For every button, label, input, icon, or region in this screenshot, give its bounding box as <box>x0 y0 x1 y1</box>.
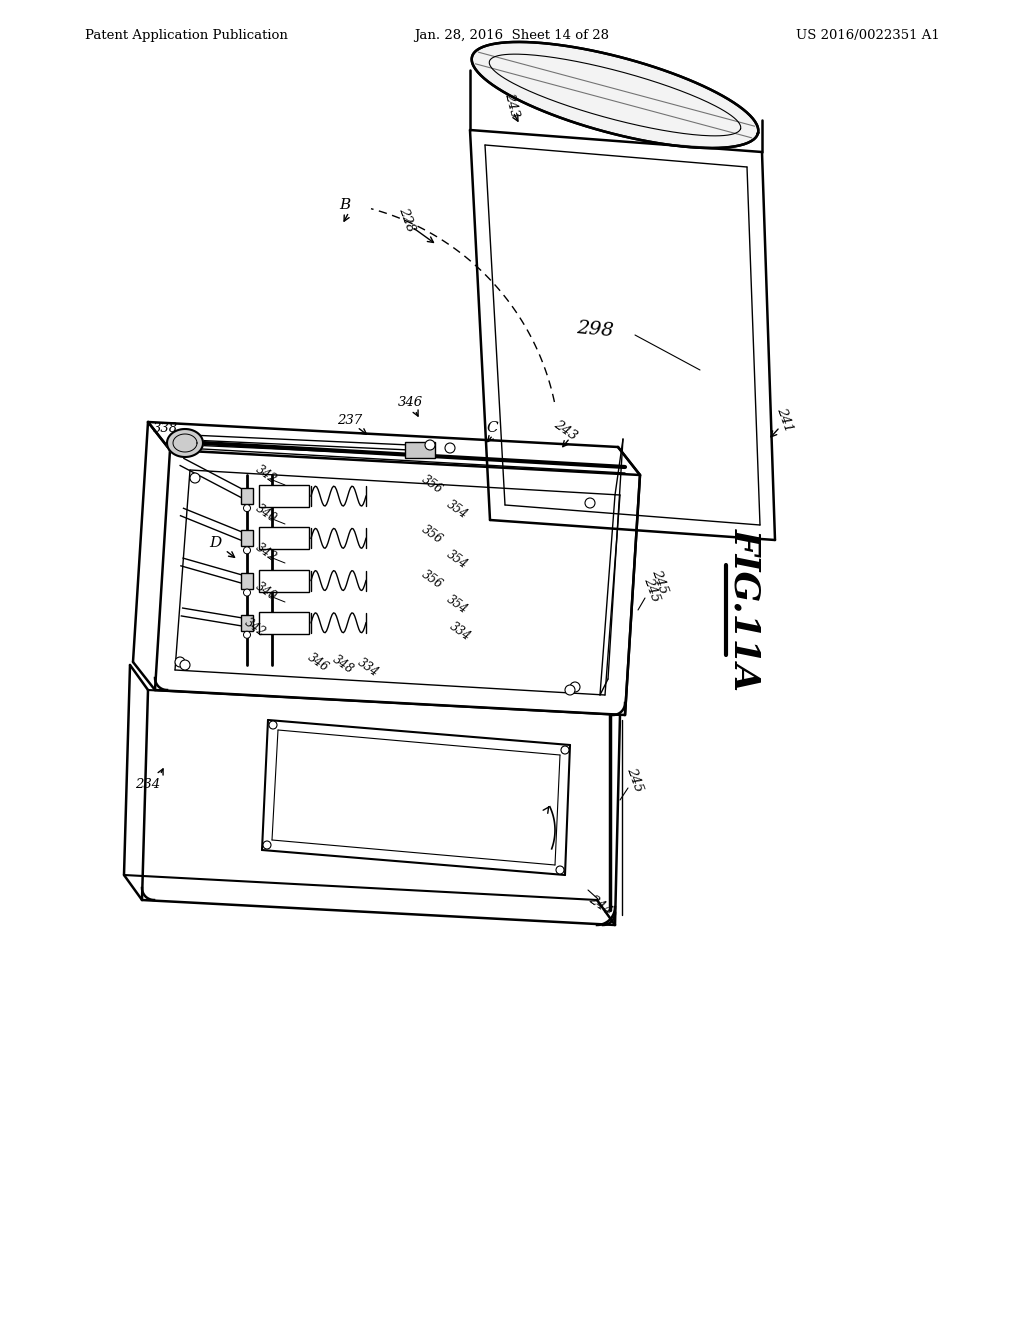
Text: 340: 340 <box>253 581 279 603</box>
Bar <box>241 531 253 546</box>
Text: 338: 338 <box>153 421 177 434</box>
Text: 356: 356 <box>419 474 445 496</box>
Bar <box>259 569 309 591</box>
Circle shape <box>561 746 569 754</box>
Bar <box>259 611 309 634</box>
Text: US 2016/0022351 A1: US 2016/0022351 A1 <box>797 29 940 41</box>
Text: 245: 245 <box>642 576 663 605</box>
Bar <box>259 486 309 507</box>
Text: B: B <box>339 198 350 213</box>
Circle shape <box>244 504 251 512</box>
Text: 340: 340 <box>253 502 279 525</box>
Bar <box>241 615 253 631</box>
Bar <box>259 527 309 549</box>
Circle shape <box>180 660 190 671</box>
Polygon shape <box>472 42 759 148</box>
Text: 342: 342 <box>253 541 279 565</box>
Text: 356: 356 <box>419 523 445 546</box>
Bar <box>241 488 253 504</box>
Text: 243: 243 <box>551 417 579 442</box>
Text: 354: 354 <box>444 593 470 616</box>
Bar <box>406 442 435 458</box>
Bar <box>241 573 253 589</box>
Circle shape <box>425 440 435 450</box>
Text: 244: 244 <box>586 892 614 917</box>
Text: 348: 348 <box>330 653 356 677</box>
Text: 346: 346 <box>397 396 423 408</box>
Text: D: D <box>209 536 221 550</box>
Text: 243: 243 <box>503 91 521 119</box>
Text: 342: 342 <box>253 463 279 487</box>
Circle shape <box>556 866 564 874</box>
Circle shape <box>244 631 251 639</box>
Text: 354: 354 <box>444 548 470 572</box>
Text: 228: 228 <box>396 206 418 234</box>
Text: 342: 342 <box>242 616 268 640</box>
Text: 334: 334 <box>355 656 381 680</box>
Circle shape <box>570 682 580 692</box>
Circle shape <box>263 841 271 849</box>
Text: 356: 356 <box>419 568 445 591</box>
Circle shape <box>175 657 185 667</box>
Text: Patent Application Publication: Patent Application Publication <box>85 29 288 41</box>
Text: 241: 241 <box>774 407 796 434</box>
Text: C: C <box>486 421 498 436</box>
Circle shape <box>445 444 455 453</box>
Text: 346: 346 <box>305 651 331 675</box>
Text: 237: 237 <box>338 413 362 426</box>
Text: 298: 298 <box>575 319 614 341</box>
Circle shape <box>269 721 278 729</box>
Circle shape <box>244 589 251 597</box>
Text: Jan. 28, 2016  Sheet 14 of 28: Jan. 28, 2016 Sheet 14 of 28 <box>415 29 609 41</box>
Text: 245: 245 <box>649 568 671 597</box>
Text: 354: 354 <box>444 498 470 521</box>
Text: 245: 245 <box>625 766 645 795</box>
Circle shape <box>565 685 575 696</box>
Circle shape <box>190 473 200 483</box>
Text: 234: 234 <box>135 779 161 792</box>
Circle shape <box>244 546 251 554</box>
Text: FIG.11A: FIG.11A <box>728 528 762 692</box>
Circle shape <box>585 498 595 508</box>
Text: 334: 334 <box>447 620 473 644</box>
Polygon shape <box>167 429 203 457</box>
